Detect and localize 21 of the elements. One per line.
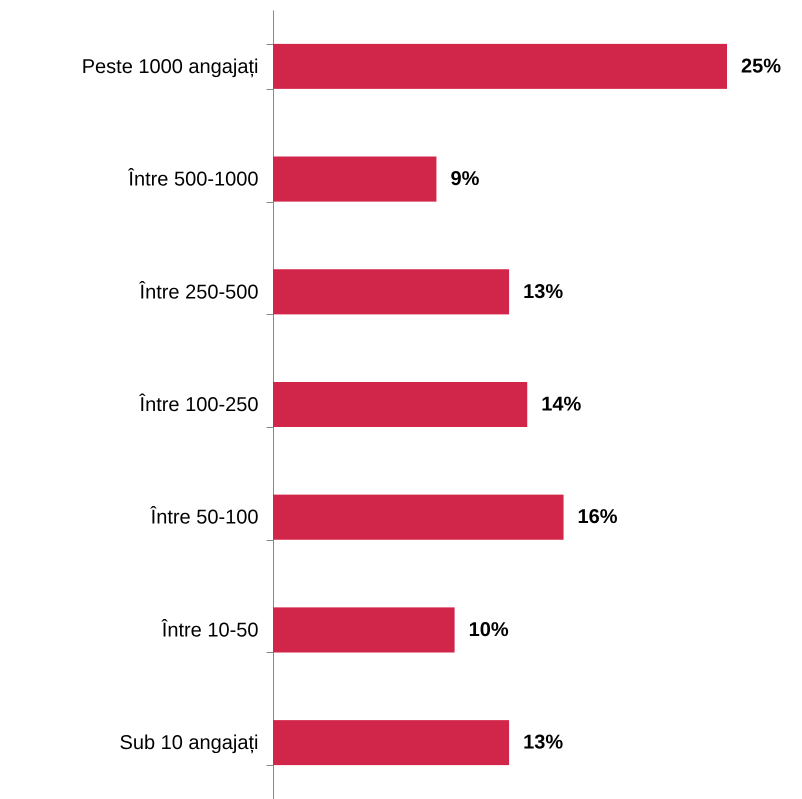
- bar: [273, 720, 510, 766]
- data-label: 16%: [578, 506, 618, 528]
- bar: [273, 269, 510, 314]
- y-tick-label: Între 50-100: [150, 506, 258, 529]
- data-label: 10%: [468, 618, 509, 641]
- data-label: 9%: [450, 168, 480, 190]
- y-tick-label: Între 500-1000: [127, 168, 258, 191]
- y-tick-label: Între 250-500: [138, 280, 258, 304]
- y-tick-label: Peste 1000 angajați: [82, 56, 258, 78]
- y-tick-label: Între 100-250: [138, 393, 258, 416]
- data-label: 13%: [523, 732, 564, 754]
- bar: [273, 382, 528, 428]
- bar: [273, 494, 564, 540]
- data-label: 14%: [541, 394, 582, 416]
- data-label: 25%: [741, 55, 782, 78]
- y-tick-label: Între 10-50: [160, 618, 258, 642]
- bar: [273, 607, 455, 652]
- data-label: 13%: [523, 280, 564, 303]
- y-tick-label: Sub 10 angajați: [119, 732, 258, 754]
- bar: [273, 156, 436, 202]
- bar: [273, 44, 727, 89]
